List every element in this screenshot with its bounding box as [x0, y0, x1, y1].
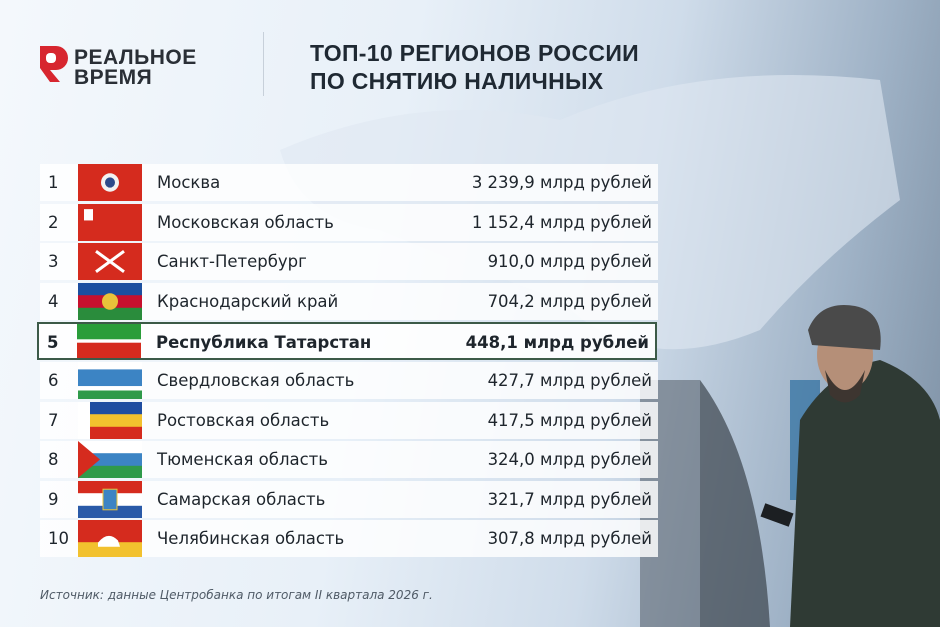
region-flag [78, 243, 142, 281]
flag-stripe [78, 520, 142, 544]
region-flag [78, 520, 142, 558]
source-note: Источник: данные Центробанка по итогам I… [40, 588, 433, 602]
flag-stripe [78, 386, 142, 392]
amount: 427,7 млрд рублей [487, 371, 652, 390]
divider [263, 32, 264, 96]
region-flag [78, 480, 142, 518]
table-row: 6 Свердловская область 427,7 млрд рублей [40, 362, 658, 399]
table-row: 10 Челябинская область 307,8 млрд рублей [40, 520, 658, 558]
table-row: 2 Московская область 1 152,4 млрд рублей [40, 203, 658, 241]
amount: 307,8 млрд рублей [487, 529, 652, 549]
rank: 9 [48, 489, 59, 509]
flag-emblem [102, 488, 118, 511]
flag-stripe [77, 343, 141, 359]
region-flag [78, 401, 142, 439]
region-flag [77, 324, 141, 359]
logo-line: ВРЕМЯ [74, 66, 153, 89]
region-name: Челябинская область [157, 529, 345, 549]
region-flag [78, 441, 142, 479]
flag-emblem [102, 293, 118, 310]
flag-stripe [77, 339, 141, 344]
logo-mark [40, 46, 68, 82]
region-name: Санкт-Петербург [157, 252, 307, 272]
region-name: Тюменская область [157, 450, 329, 470]
title-line: ПО СНЯТИЮ НАЛИЧНЫХ [310, 68, 604, 94]
flag-stripe [78, 542, 142, 558]
phone [760, 503, 794, 527]
rank: 7 [48, 410, 59, 430]
person-hat [808, 305, 881, 350]
amount: 324,0 млрд рублей [487, 450, 652, 470]
table-row: 4 Краснодарский край 704,2 млрд рублей [40, 282, 658, 320]
logo-icon [40, 46, 68, 82]
flag-stripe [78, 426, 142, 439]
region-flag [78, 362, 142, 399]
flag-stripe [78, 282, 142, 296]
flag-stripe [78, 369, 142, 387]
region-flag [78, 203, 142, 241]
region-name: Краснодарский край [157, 291, 339, 311]
table-row: 8 Тюменская область 324,0 млрд рублей [40, 441, 658, 479]
rank: 1 [48, 173, 59, 192]
amount: 1 152,4 млрд рублей [471, 212, 652, 232]
flag-stripe [77, 324, 141, 341]
flag-stripe [78, 480, 142, 494]
rank: 2 [48, 212, 59, 232]
table-row: 9 Самарская область 321,7 млрд рублей [40, 480, 658, 518]
region-name: Москва [157, 173, 221, 192]
flag-stripe [78, 465, 142, 479]
table-row: 7 Ростовская область 417,5 млрд рублей [40, 401, 658, 439]
flag-emblem [78, 401, 90, 439]
flag-stripe [78, 307, 142, 320]
flag-stripe [78, 401, 142, 415]
table-row: 5 Республика Татарстан 448,1 млрд рублей [37, 322, 657, 361]
rank: 6 [48, 371, 59, 390]
flag-stripe [78, 362, 142, 370]
region-name: Ростовская область [157, 410, 330, 430]
rank: 5 [47, 333, 59, 353]
region-name: Республика Татарстан [156, 333, 372, 353]
flag-emblem [84, 208, 93, 221]
person-beard [825, 370, 865, 403]
region-flag [78, 282, 142, 320]
rank: 3 [48, 252, 59, 272]
region-name: Самарская область [157, 489, 326, 509]
logo-line: РЕАЛЬНОЕ [74, 46, 197, 69]
escalator-rail [700, 380, 770, 627]
flag-emblem [78, 441, 100, 479]
rank: 8 [48, 450, 59, 470]
flag-emblem [98, 536, 120, 548]
logo-hole [46, 53, 56, 63]
person-jacket [790, 360, 940, 627]
region-name: Московская область [157, 212, 334, 232]
flag-stripe [78, 390, 142, 399]
flag-emblem [95, 250, 125, 274]
flag-emblem [105, 177, 115, 188]
amount: 417,5 млрд рублей [487, 410, 652, 430]
amount: 704,2 млрд рублей [487, 291, 652, 311]
region-flag [78, 164, 142, 201]
amount: 3 239,9 млрд рублей [471, 173, 652, 192]
rank: 4 [48, 291, 59, 311]
rank: 10 [48, 529, 69, 549]
amount: 321,7 млрд рублей [487, 489, 652, 509]
table-row: 3 Санкт-Петербург 910,0 млрд рублей [40, 243, 658, 281]
flag-stripe [78, 413, 142, 427]
region-name: Свердловская область [157, 371, 355, 390]
flag-stripe [78, 441, 142, 454]
flag-stripe [78, 505, 142, 518]
amount: 448,1 млрд рублей [465, 333, 649, 353]
amount: 910,0 млрд рублей [487, 252, 652, 272]
title-line: ТОП-10 РЕГИОНОВ РОССИИ [310, 40, 639, 66]
table-row: 1 Москва 3 239,9 млрд рублей [40, 164, 658, 201]
